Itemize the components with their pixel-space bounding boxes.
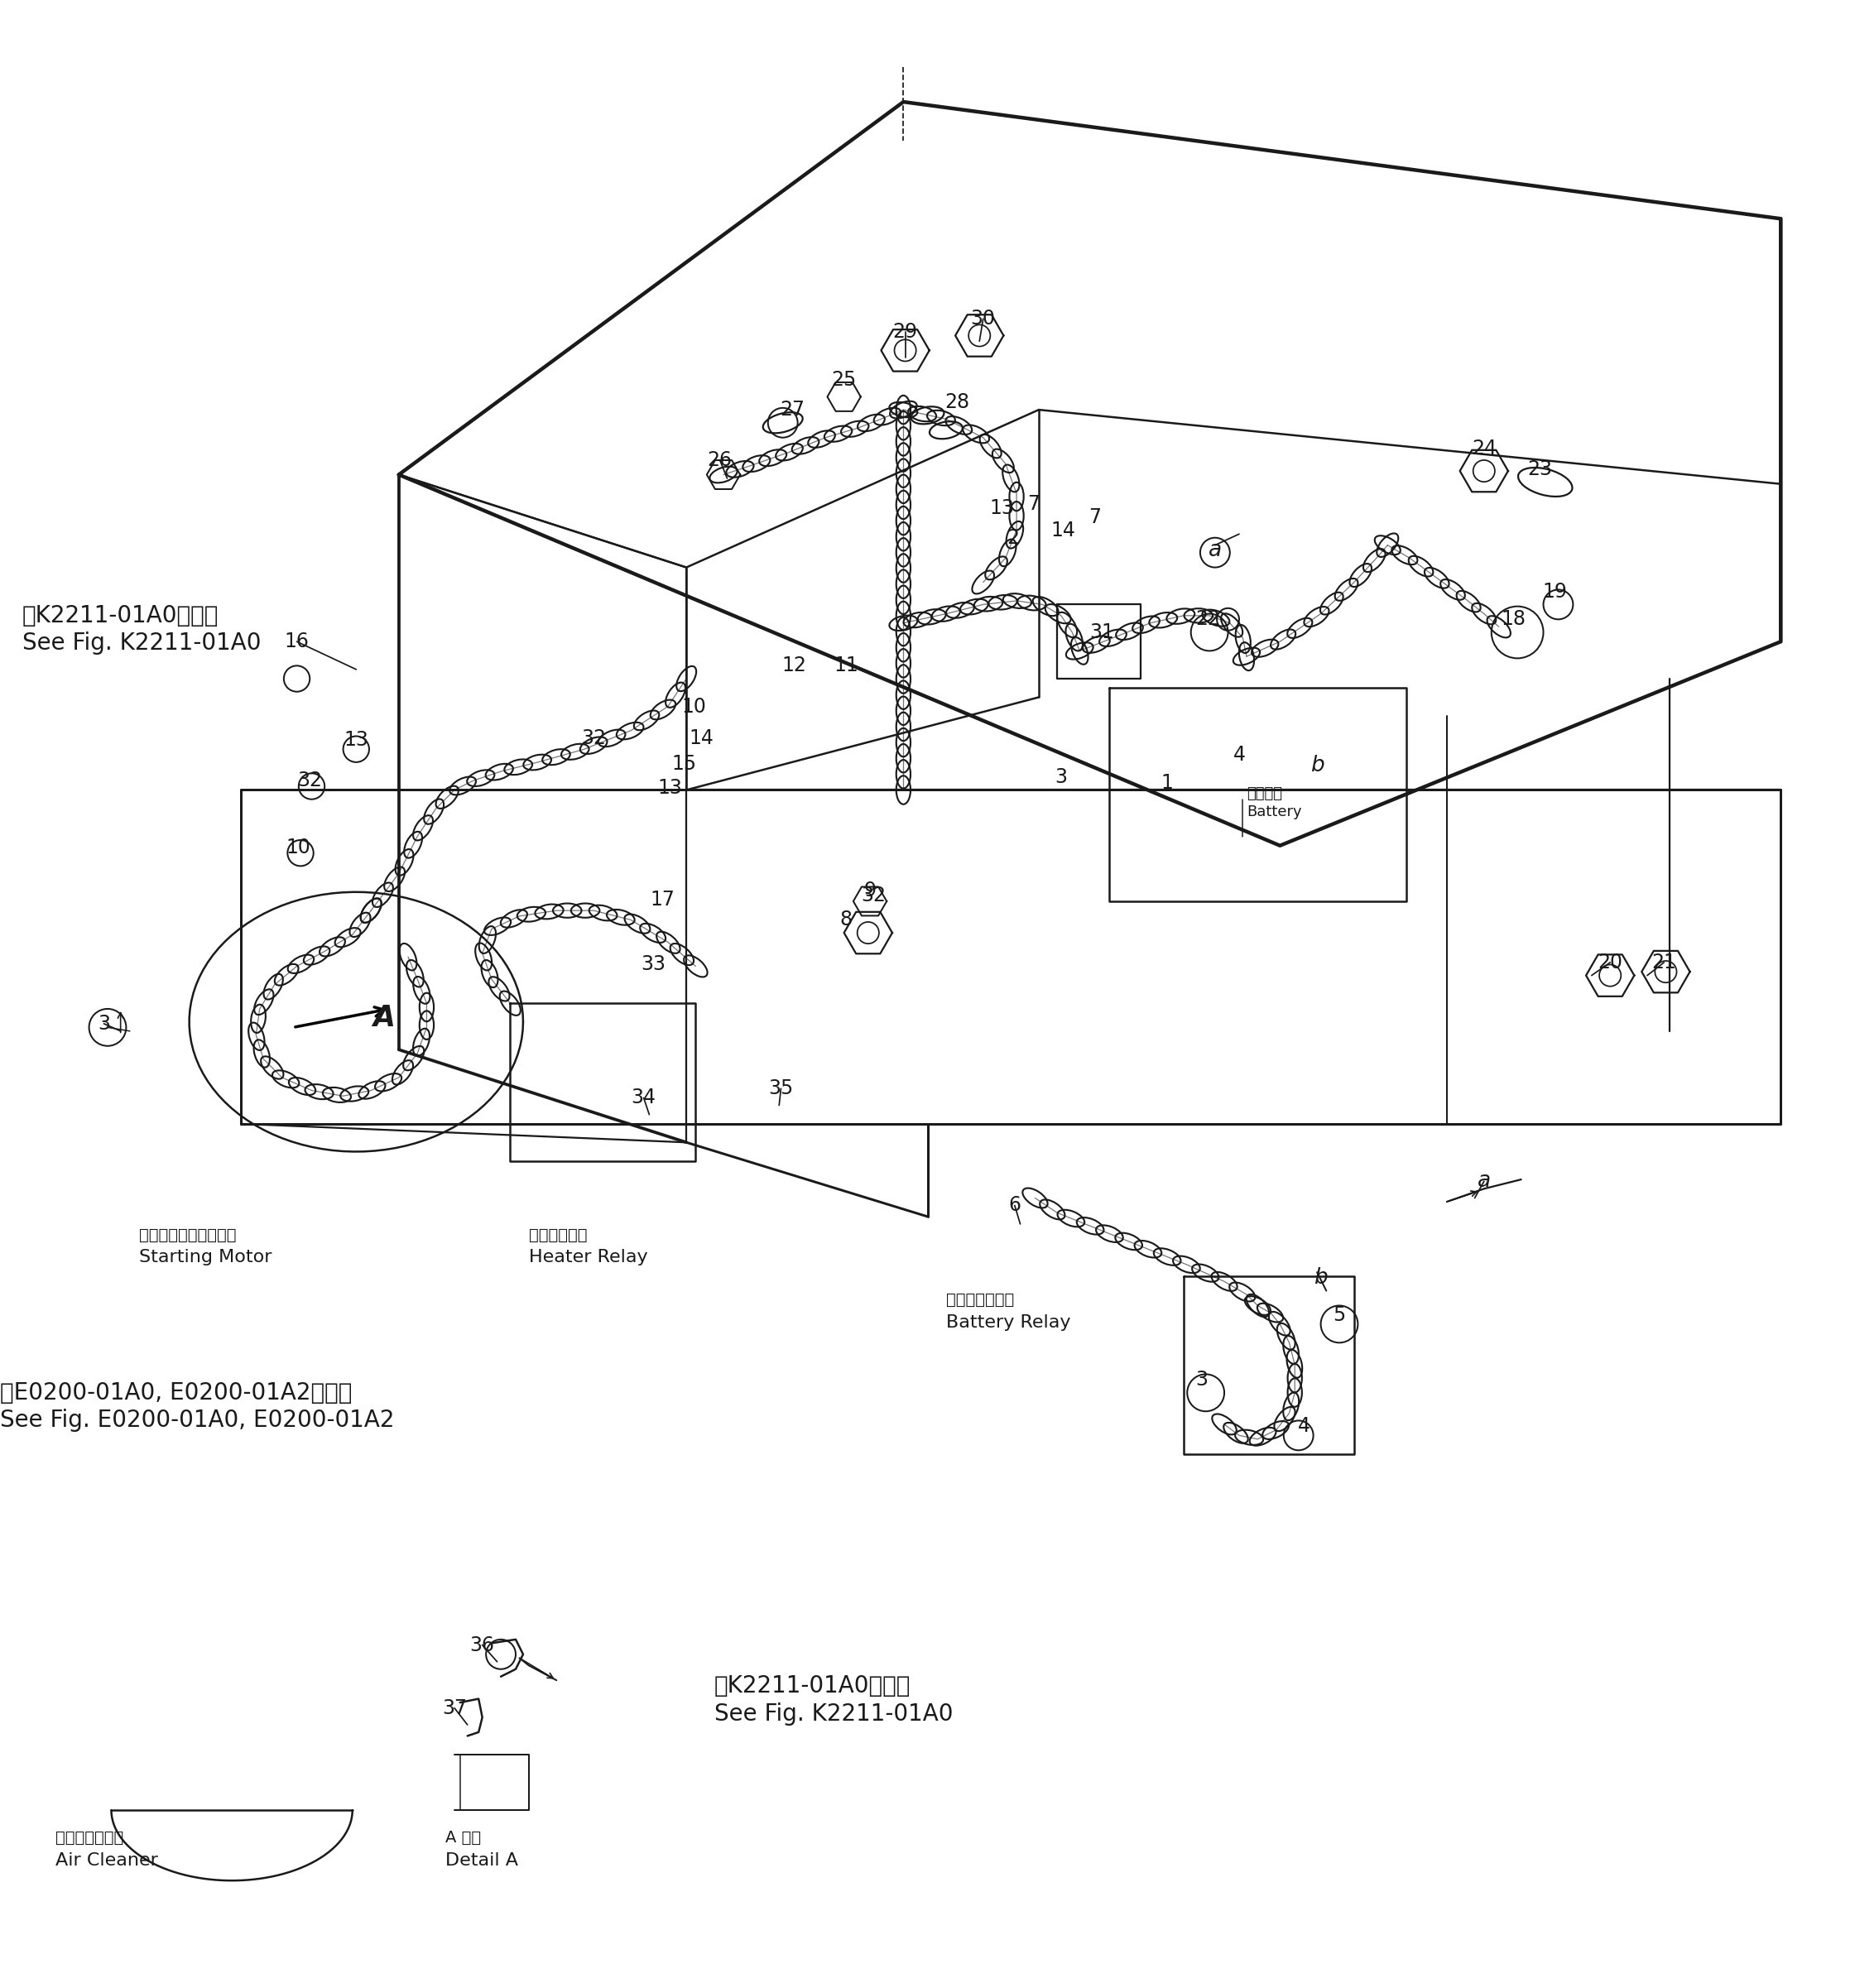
Text: 32: 32 [297,771,323,791]
Text: 32: 32 [861,887,887,907]
Text: 13: 13 [343,730,369,749]
Text: 18: 18 [1501,610,1527,630]
Text: 13: 13 [657,777,683,797]
Text: 7: 7 [1028,495,1039,515]
Text: 14: 14 [688,728,714,747]
Text: 3: 3 [1196,1370,1208,1390]
Text: 26: 26 [707,449,733,469]
Text: 29: 29 [892,322,918,342]
Text: 10: 10 [286,837,312,857]
Text: b: b [1310,755,1324,777]
Text: 16: 16 [284,632,310,652]
Text: 31: 31 [1089,622,1115,642]
Text: 23: 23 [1527,459,1553,479]
Text: 5: 5 [1334,1304,1345,1324]
Text: Air Cleaner: Air Cleaner [56,1853,158,1869]
Text: 20: 20 [1597,952,1623,972]
Text: 22: 22 [1195,610,1221,630]
Text: 3: 3 [1055,767,1067,787]
Text: 27: 27 [779,400,805,419]
Text: 33: 33 [640,954,666,974]
Text: See Fig. E0200-01A0, E0200-01A2: See Fig. E0200-01A0, E0200-01A2 [0,1409,395,1431]
Text: 30: 30 [970,308,996,328]
Text: 3: 3 [98,1014,109,1034]
Text: 6: 6 [1009,1195,1020,1215]
Text: 第K2211-01A0図参照: 第K2211-01A0図参照 [714,1674,911,1698]
Text: 9: 9 [864,881,876,901]
Text: b: b [1313,1266,1328,1288]
Text: 17: 17 [649,889,675,909]
Text: a: a [1208,541,1222,561]
Text: 8: 8 [840,911,851,930]
Text: ヒータリレー: ヒータリレー [529,1227,586,1242]
Text: 7: 7 [1089,507,1100,527]
Text: 11: 11 [833,656,859,676]
Text: 4: 4 [1298,1415,1310,1435]
Text: 24: 24 [1471,439,1497,459]
Text: Detail A: Detail A [445,1853,518,1869]
Text: 14: 14 [1050,521,1076,541]
Text: 10: 10 [681,696,707,716]
Text: 21: 21 [1651,952,1677,972]
Text: 25: 25 [831,370,857,390]
Text: 19: 19 [1542,582,1567,602]
Text: エアークリーナ: エアークリーナ [56,1831,124,1845]
Text: 36: 36 [469,1634,495,1654]
Text: 第K2211-01A0図参照: 第K2211-01A0図参照 [22,604,219,628]
Text: 第E0200-01A0, E0200-01A2図参照: 第E0200-01A0, E0200-01A2図参照 [0,1382,352,1404]
Text: Heater Relay: Heater Relay [529,1248,647,1266]
Text: a: a [1477,1171,1491,1193]
Text: 15: 15 [672,753,697,773]
Text: スターティングモータ: スターティングモータ [139,1227,236,1242]
Text: A 詳細: A 詳細 [445,1831,480,1845]
Text: 35: 35 [768,1079,794,1099]
Text: 34: 34 [631,1087,657,1107]
Text: See Fig. K2211-01A0: See Fig. K2211-01A0 [714,1702,953,1726]
Text: バッテリ: バッテリ [1247,785,1282,801]
Text: 4: 4 [1234,746,1245,765]
Text: 28: 28 [944,392,970,412]
Text: 1: 1 [1161,773,1172,793]
Text: 2: 2 [1007,527,1018,547]
Text: 13: 13 [989,499,1015,519]
Text: Battery Relay: Battery Relay [946,1314,1070,1330]
Text: 12: 12 [781,656,807,676]
Text: 32: 32 [581,728,607,747]
Text: A: A [373,1004,395,1032]
Text: Starting Motor: Starting Motor [139,1248,273,1266]
Text: Battery: Battery [1247,805,1302,819]
Text: See Fig. K2211-01A0: See Fig. K2211-01A0 [22,632,262,654]
Text: 37: 37 [441,1698,467,1718]
Text: バッテリリレー: バッテリリレー [946,1292,1015,1308]
